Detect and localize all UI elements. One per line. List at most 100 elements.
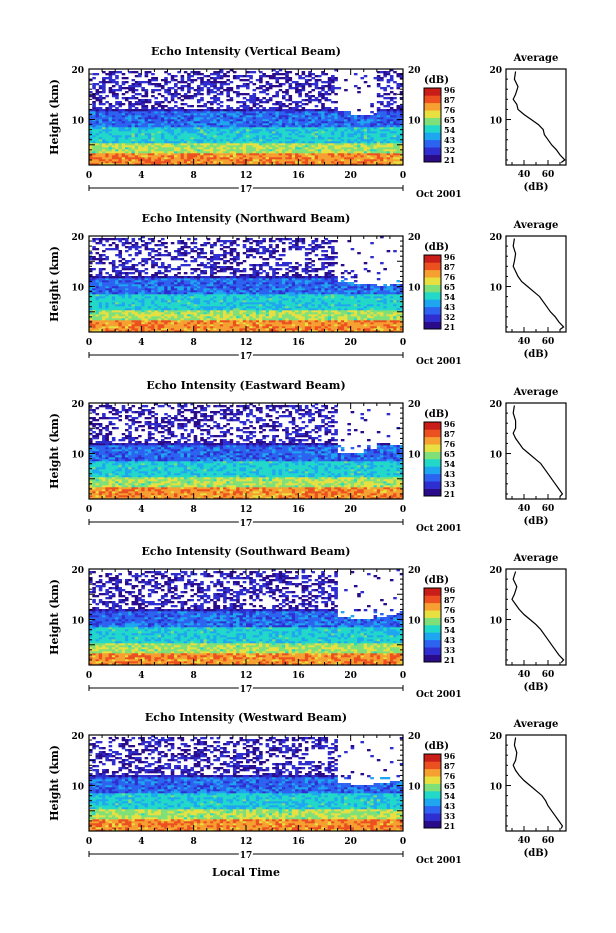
heatmap-cell bbox=[197, 129, 201, 131]
heatmap-cell bbox=[318, 155, 322, 157]
heatmap-cell bbox=[118, 157, 122, 159]
heatmap-cell bbox=[125, 127, 129, 129]
heatmap-cell bbox=[249, 95, 253, 97]
heatmap-cell bbox=[249, 107, 253, 109]
heatmap-cell bbox=[118, 87, 122, 89]
heatmap-cell bbox=[122, 119, 126, 121]
heatmap-cell bbox=[380, 95, 384, 97]
heatmap-cell bbox=[122, 73, 126, 75]
heatmap-cell bbox=[370, 115, 374, 117]
heatmap-cell bbox=[112, 310, 116, 312]
heatmap-cell bbox=[187, 264, 191, 266]
heatmap-cell bbox=[315, 149, 319, 151]
heatmap-cell bbox=[92, 109, 96, 111]
heatmap-cell bbox=[171, 151, 175, 153]
heatmap-cell bbox=[282, 131, 286, 133]
heatmap-cell bbox=[305, 149, 309, 151]
heatmap-cell bbox=[256, 107, 260, 109]
heatmap-cell bbox=[285, 79, 289, 81]
heatmap-cell bbox=[187, 127, 191, 129]
heatmap-cell bbox=[122, 328, 126, 330]
heatmap-cell bbox=[357, 131, 361, 133]
heatmap-cell bbox=[181, 115, 185, 117]
heatmap-cell bbox=[164, 155, 168, 157]
heatmap-cell bbox=[122, 97, 126, 99]
heatmap-cell bbox=[289, 161, 293, 163]
heatmap-cell bbox=[138, 143, 142, 145]
heatmap-cell bbox=[344, 117, 348, 119]
heatmap-cell bbox=[341, 113, 345, 115]
heatmap-cell bbox=[243, 97, 247, 99]
heatmap-cell bbox=[109, 280, 113, 282]
heatmap-cell bbox=[331, 149, 335, 151]
heatmap-cell bbox=[207, 87, 211, 89]
heatmap-cell bbox=[236, 159, 240, 161]
heatmap-cell bbox=[141, 151, 145, 153]
heatmap-cell bbox=[377, 113, 381, 115]
heatmap-cell bbox=[272, 133, 276, 135]
heatmap-cell bbox=[135, 264, 139, 266]
heatmap-cell bbox=[164, 308, 168, 310]
heatmap-cell bbox=[112, 312, 116, 314]
heatmap-cell bbox=[390, 159, 394, 161]
heatmap-cell bbox=[383, 115, 387, 117]
heatmap-cell bbox=[239, 85, 243, 87]
heatmap-cell bbox=[338, 87, 342, 89]
heatmap-cell bbox=[200, 77, 204, 79]
heatmap-cell bbox=[135, 306, 139, 308]
heatmap-cell bbox=[174, 312, 178, 314]
heatmap-cell bbox=[164, 143, 168, 145]
heatmap-cell bbox=[230, 117, 234, 119]
heatmap-cell bbox=[269, 77, 273, 79]
heatmap-cell bbox=[115, 300, 119, 302]
heatmap-cell bbox=[168, 284, 172, 286]
heatmap-cell bbox=[207, 127, 211, 129]
heatmap-cell bbox=[109, 244, 113, 246]
heatmap-cell bbox=[328, 89, 332, 91]
colorbar-segment bbox=[424, 88, 441, 96]
heatmap-cell bbox=[210, 127, 214, 129]
heatmap-cell bbox=[161, 238, 165, 240]
heatmap-cell bbox=[184, 157, 188, 159]
heatmap-cell bbox=[298, 155, 302, 157]
heatmap-cell bbox=[122, 81, 126, 83]
heatmap-cell bbox=[239, 79, 243, 81]
heatmap-cell bbox=[109, 135, 113, 137]
heatmap-cell bbox=[266, 149, 270, 151]
heatmap-cell bbox=[334, 159, 338, 161]
heatmap-cell bbox=[207, 157, 211, 159]
heatmap-cell bbox=[171, 145, 175, 147]
heatmap-cell bbox=[177, 157, 181, 159]
heatmap-cell bbox=[311, 111, 315, 113]
heatmap-cell bbox=[187, 328, 191, 330]
heatmap-cell bbox=[174, 111, 178, 113]
heatmap-cell bbox=[184, 324, 188, 326]
heatmap-cell bbox=[187, 111, 191, 113]
heatmap-cell bbox=[246, 159, 250, 161]
heatmap-cell bbox=[226, 141, 230, 143]
heatmap-cell bbox=[135, 292, 139, 294]
heatmap-cell bbox=[315, 105, 319, 107]
heatmap-cell bbox=[128, 268, 132, 270]
heatmap-cell bbox=[295, 147, 299, 149]
heatmap-cell bbox=[295, 119, 299, 121]
heatmap-cell bbox=[341, 127, 345, 129]
heatmap-cell bbox=[259, 127, 263, 129]
heatmap-cell bbox=[190, 145, 194, 147]
heatmap-cell bbox=[118, 306, 122, 308]
heatmap-cell bbox=[122, 77, 126, 79]
heatmap-cell bbox=[282, 73, 286, 75]
heatmap-cell bbox=[220, 111, 224, 113]
heatmap-cell bbox=[96, 147, 100, 149]
heatmap-cell bbox=[347, 147, 351, 149]
heatmap-cell bbox=[226, 137, 230, 139]
heatmap-cell bbox=[390, 135, 394, 137]
heatmap-cell bbox=[311, 73, 315, 75]
heatmap-cell bbox=[256, 129, 260, 131]
heatmap-cell bbox=[122, 312, 126, 314]
heatmap-cell bbox=[197, 147, 201, 149]
heatmap-cell bbox=[230, 89, 234, 91]
heatmap-cell bbox=[200, 157, 204, 159]
heatmap-cell bbox=[325, 99, 329, 101]
heatmap-cell bbox=[96, 93, 100, 95]
